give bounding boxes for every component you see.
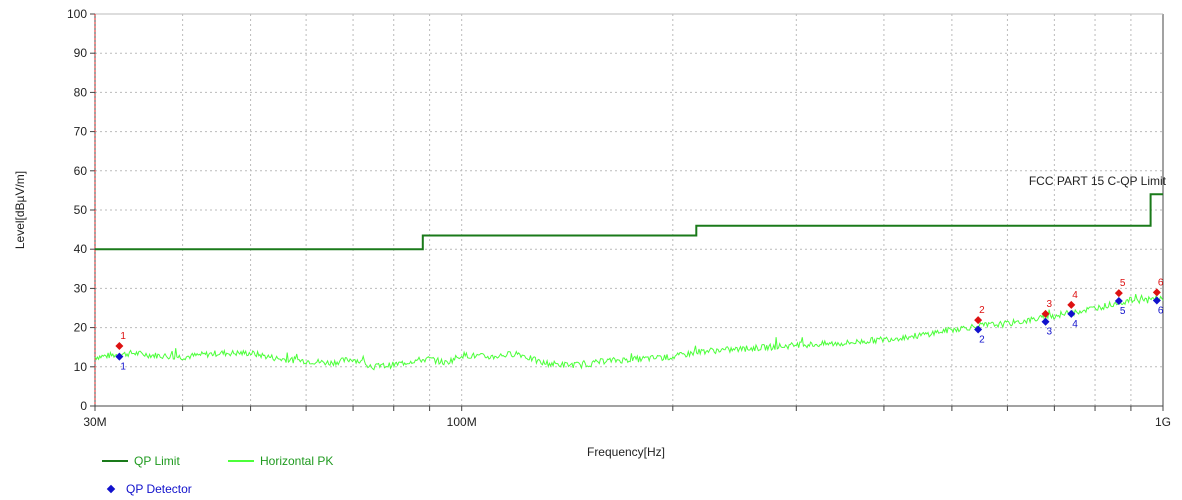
qp-marker-label: 6	[1158, 306, 1164, 317]
legend-swatch-horizontal-pk	[228, 460, 254, 462]
pk-marker-label: 2	[979, 305, 985, 316]
markers: 1 1 2 2 3 3 4 4 5 5 6 6	[115, 277, 1164, 373]
limit-annotation: FCC PART 15 C-QP Limit	[1029, 174, 1167, 188]
y-axis-label: Level[dBµV/m]	[13, 171, 27, 249]
legend-label-qp-detector: QP Detector	[126, 482, 192, 496]
legend-swatch-qp-limit	[102, 460, 128, 462]
series-horizontal-pk	[94, 293, 1164, 371]
y-tick-label: 50	[74, 203, 88, 217]
x-tick-labels: 30M 100M 1G	[83, 415, 1171, 429]
y-tick-label: 100	[67, 7, 87, 21]
pk-marker	[115, 342, 124, 351]
qp-marker-label: 2	[979, 335, 985, 346]
qp-marker	[1041, 317, 1050, 326]
pk-marker	[1067, 300, 1076, 309]
pk-marker-label: 3	[1047, 299, 1053, 310]
qp-marker	[1114, 296, 1123, 305]
x-tick-label: 100M	[447, 415, 477, 429]
legend-label-horizontal-pk: Horizontal PK	[260, 454, 334, 468]
qp-marker	[1152, 296, 1161, 305]
legend-item-qp-detector: QP Detector	[98, 482, 192, 496]
series-qp-limit	[95, 193, 1163, 251]
qp-marker-label: 4	[1072, 319, 1078, 330]
qp-marker	[115, 352, 124, 361]
pk-marker-label: 6	[1158, 277, 1164, 288]
x-tick-label: 30M	[83, 415, 106, 429]
x-tick-label: 1G	[1155, 415, 1171, 429]
qp-marker-label: 5	[1120, 306, 1126, 317]
series-layer	[94, 14, 1164, 406]
x-axis-label: Frequency[Hz]	[587, 445, 665, 459]
legend-label-qp-limit: QP Limit	[134, 454, 180, 468]
y-tick-label: 60	[74, 164, 88, 178]
legend-item-horizontal-pk: Horizontal PK	[228, 454, 333, 468]
qp-marker-label: 3	[1047, 327, 1053, 338]
pk-marker-label: 4	[1072, 290, 1078, 301]
pk-marker	[1041, 309, 1050, 318]
y-tick-labels: 0 10 20 30 40 50 60 70 80 90 100	[67, 7, 87, 413]
pk-marker	[1114, 289, 1123, 298]
qp-marker	[1067, 309, 1076, 318]
y-tick-label: 80	[74, 85, 88, 99]
pk-marker	[974, 316, 983, 325]
legend-swatch-qp-detector	[106, 484, 116, 494]
pk-marker	[1152, 288, 1161, 297]
pk-marker-label: 1	[120, 331, 126, 342]
legend-item-qp-limit: QP Limit	[102, 454, 180, 468]
y-tick-label: 20	[74, 321, 88, 335]
qp-marker-label: 1	[120, 362, 126, 373]
qp-marker	[974, 325, 983, 334]
grid	[90, 13, 1164, 411]
y-tick-label: 70	[74, 125, 88, 139]
pk-marker-label: 5	[1120, 278, 1126, 289]
y-tick-label: 30	[74, 281, 88, 295]
y-tick-label: 40	[74, 242, 88, 256]
y-tick-label: 0	[80, 399, 87, 413]
y-tick-label: 90	[74, 46, 88, 60]
y-tick-label: 10	[74, 360, 88, 374]
